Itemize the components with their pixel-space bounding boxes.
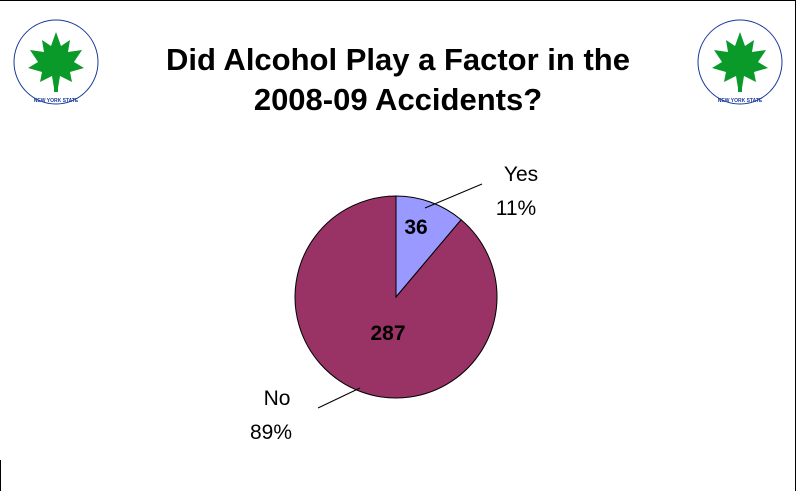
frame-top-border bbox=[0, 0, 796, 1]
pie-category-label-yes: Yes bbox=[504, 163, 538, 186]
svg-text:NEW YORK STATE: NEW YORK STATE bbox=[718, 98, 763, 104]
svg-text:NEW YORK STATE: NEW YORK STATE bbox=[34, 98, 79, 104]
leader-line-yes bbox=[424, 183, 483, 209]
pie-slice-yes bbox=[395, 195, 462, 299]
title-line-2: 2008-09 Accidents? bbox=[253, 82, 543, 117]
pie-percent-label-yes: 11% bbox=[496, 197, 536, 220]
title-line-1: Did Alcohol Play a Factor in the bbox=[166, 42, 630, 77]
leader-line-no bbox=[317, 387, 361, 409]
pie-slice-no bbox=[294, 195, 498, 399]
nys-parks-logo-icon: NEW YORK STATE bbox=[697, 19, 783, 105]
pie-value-label-no: 287 bbox=[370, 322, 405, 345]
nys-parks-logo-left: NEW YORK STATE bbox=[13, 19, 99, 105]
nys-parks-logo-right: NEW YORK STATE bbox=[697, 19, 783, 105]
pie-value-label-yes: 36 bbox=[404, 216, 427, 239]
frame-left-border bbox=[0, 460, 1, 491]
nys-parks-logo-icon: NEW YORK STATE bbox=[13, 19, 99, 105]
slide-title: Did Alcohol Play a Factor in the 2008-09… bbox=[120, 40, 676, 120]
pie-percent-label-no: 89% bbox=[250, 421, 292, 444]
pie-category-label-no: No bbox=[264, 387, 291, 410]
